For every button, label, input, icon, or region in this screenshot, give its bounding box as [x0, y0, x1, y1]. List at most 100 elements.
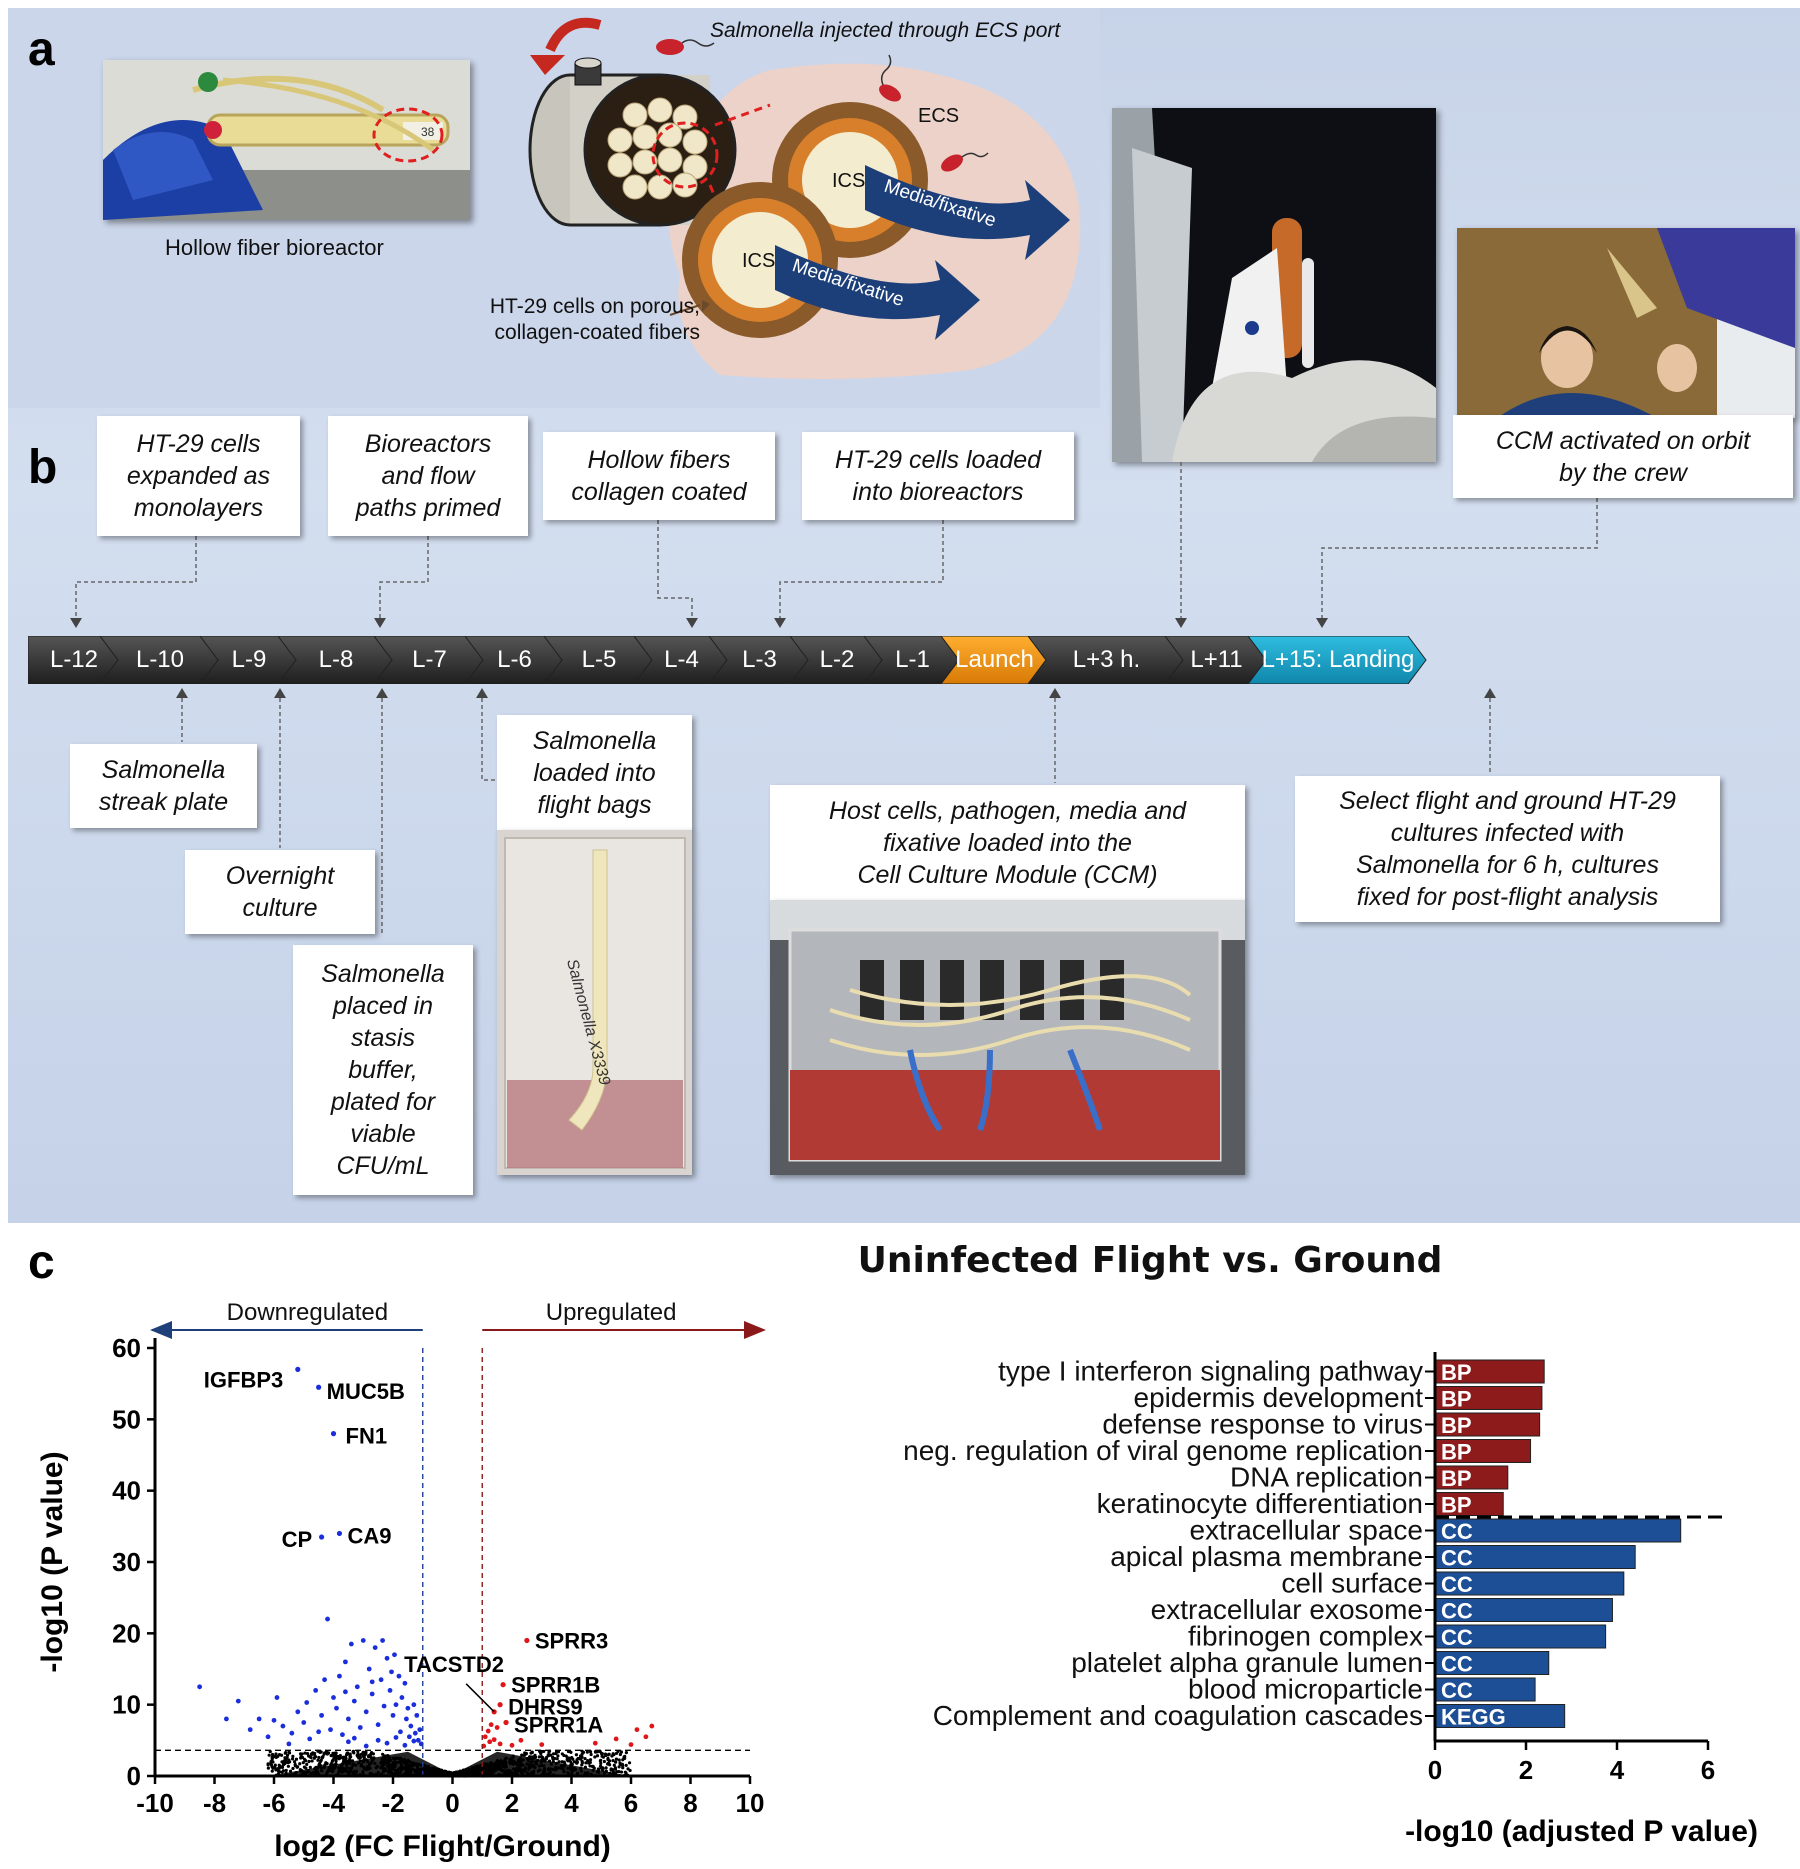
- ics-label-1: ICS: [832, 170, 865, 192]
- category-label: epidermis development: [1134, 1382, 1424, 1413]
- panel-c-title: Uninfected Flight vs. Ground: [857, 1240, 1443, 1281]
- category-label: extracellular exosome: [1151, 1594, 1423, 1625]
- bioreactor-label: Hollow fiber bioreactor: [165, 235, 384, 260]
- point-down: [348, 1641, 354, 1647]
- bar-group-tag: CC: [1441, 1519, 1473, 1544]
- point-down: [235, 1698, 241, 1704]
- point-down: [363, 1709, 369, 1715]
- timeline-step-label: L-4: [664, 646, 699, 673]
- note-select-cultures: Select flight and ground HT-29 cultures …: [1295, 776, 1720, 922]
- bar-x-tick-label: 4: [1610, 1755, 1625, 1785]
- point-down: [351, 1698, 357, 1704]
- timeline-segment: [199, 636, 297, 684]
- gene-label: SPRR3: [535, 1628, 608, 1653]
- bar-group-tag: CC: [1441, 1678, 1473, 1703]
- point-up: [649, 1723, 655, 1729]
- note-fibers-coated: Hollow fibers collagen coated: [543, 432, 775, 520]
- point-labeled: [336, 1530, 343, 1537]
- gene-label: TACSTD2: [404, 1652, 504, 1677]
- injection-arrow: [545, 17, 602, 53]
- note-streak-plate: Salmonella streak plate: [70, 744, 257, 828]
- x-tick-label: -2: [381, 1788, 404, 1818]
- timeline-step-label: L-12: [49, 646, 99, 673]
- point-up: [509, 1742, 515, 1748]
- x-tick-label: 10: [736, 1788, 765, 1818]
- point-down: [375, 1722, 381, 1728]
- category-label: DNA replication: [1230, 1462, 1423, 1493]
- bioreactor-photo: 38: [103, 60, 470, 220]
- gene-label: CA9: [347, 1523, 391, 1548]
- note-flight-bags: Salmonella loaded into flight bags: [497, 715, 692, 831]
- point-up: [488, 1722, 494, 1728]
- point-down: [286, 1741, 292, 1747]
- x-tick-label: 4: [564, 1788, 579, 1818]
- point-down: [301, 1720, 307, 1725]
- timeline-segment: [1027, 636, 1184, 684]
- point-labeled: [497, 1702, 503, 1708]
- ecs-label: ECS: [918, 105, 959, 127]
- point-up: [497, 1741, 503, 1747]
- x-tick-label: 2: [505, 1788, 519, 1818]
- note-ht29-expanded: HT-29 cells expanded as monolayers: [97, 416, 300, 536]
- bar-group-tag: CC: [1441, 1599, 1473, 1624]
- point-down: [393, 1735, 399, 1740]
- timeline-step-label: L-10: [135, 646, 185, 673]
- bar-group-tag: CC: [1441, 1625, 1473, 1650]
- point-down: [354, 1684, 360, 1690]
- point-up: [494, 1725, 500, 1730]
- x-tick-label: 6: [624, 1788, 638, 1818]
- ics-label-2: ICS: [742, 250, 775, 272]
- upregulated-label: Upregulated: [546, 1300, 677, 1326]
- point-down: [351, 1735, 357, 1741]
- cylinder-icon: [528, 57, 737, 227]
- timeline-segment: [277, 636, 393, 684]
- point-down: [256, 1716, 262, 1722]
- panel-label-a: a: [28, 23, 55, 76]
- point-down: [316, 1729, 322, 1735]
- category-label: platelet alpha granule lumen: [1071, 1647, 1423, 1678]
- point-up: [485, 1728, 491, 1734]
- point-down: [381, 1703, 387, 1709]
- timeline-step-label: L-7: [412, 646, 447, 673]
- point-down: [405, 1705, 411, 1711]
- timeline-step-label: L-5: [581, 646, 617, 673]
- bar-x-tick-label: 2: [1519, 1755, 1533, 1785]
- point-down: [337, 1673, 342, 1679]
- gene-label: SPRR1A: [514, 1713, 603, 1738]
- point-up: [482, 1734, 488, 1740]
- point-up: [491, 1737, 497, 1743]
- point-down: [357, 1725, 363, 1730]
- volcano-ns-points: [266, 1749, 632, 1778]
- point-down: [411, 1702, 417, 1708]
- point-labeled: [500, 1682, 506, 1688]
- note-ht29-loaded: HT-29 cells loaded into bioreactors: [802, 432, 1074, 520]
- category-label: fibrinogen complex: [1188, 1621, 1423, 1652]
- category-label: cell surface: [1281, 1568, 1423, 1599]
- timeline-segment: [940, 636, 1047, 684]
- point-down: [307, 1736, 313, 1742]
- timeline-segment: [373, 636, 484, 684]
- point-down: [415, 1737, 421, 1743]
- timeline-segment: [28, 636, 119, 684]
- x-tick-label: 0: [445, 1788, 459, 1818]
- point-down: [403, 1716, 409, 1722]
- category-label: neg. regulation of viral genome replicat…: [903, 1435, 1423, 1466]
- point-down: [411, 1738, 417, 1744]
- point-down: [417, 1727, 423, 1733]
- point-down: [402, 1742, 408, 1748]
- volcano-plot: Downregulated Upregulated -10 -8 -6 -4 -2 0 2 4 6…: [40, 1300, 766, 1863]
- point-down: [345, 1739, 351, 1745]
- timeline-segment: [99, 636, 219, 684]
- ccm-photo: [770, 900, 1245, 1175]
- point-down: [378, 1677, 384, 1683]
- point-down: [345, 1716, 351, 1722]
- point-down: [304, 1700, 310, 1705]
- point-down: [380, 1638, 385, 1643]
- point-down: [274, 1695, 280, 1700]
- category-label: type I interferon signaling pathway: [998, 1356, 1423, 1387]
- point-down: [343, 1659, 348, 1665]
- timeline-segment: [863, 636, 960, 684]
- bar-x-axis-title: -log10 (adjusted P value): [1405, 1815, 1758, 1848]
- point-down: [331, 1695, 336, 1700]
